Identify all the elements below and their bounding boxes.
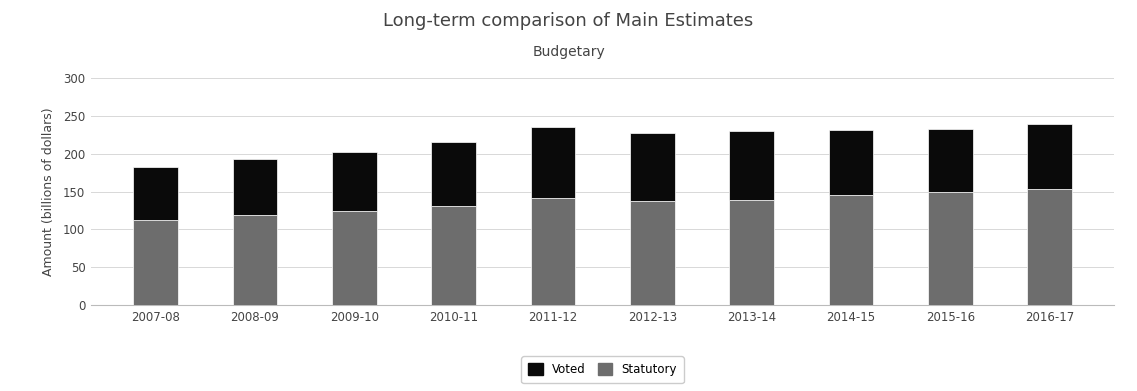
Bar [829, 196, 873, 305]
Text: Long-term comparison of Main Estimates: Long-term comparison of Main Estimates [383, 12, 754, 30]
Bar [1028, 189, 1072, 305]
Bar [729, 131, 774, 200]
Bar [431, 206, 476, 305]
Bar [233, 215, 277, 305]
Y-axis label: Amount (billions of dollars): Amount (billions of dollars) [42, 107, 55, 276]
Bar [928, 192, 972, 305]
Bar [829, 130, 873, 196]
Bar [630, 133, 674, 201]
Bar [233, 159, 277, 215]
Bar [531, 198, 575, 305]
Bar [531, 127, 575, 198]
Bar [133, 167, 177, 220]
Bar [630, 201, 674, 305]
Bar [332, 211, 376, 305]
Bar [133, 220, 177, 305]
Legend: Voted, Statutory: Voted, Statutory [522, 356, 683, 384]
Bar [729, 200, 774, 305]
Bar [332, 152, 376, 211]
Bar [1028, 124, 1072, 189]
Bar [928, 129, 972, 192]
Bar [431, 142, 476, 206]
Text: Budgetary: Budgetary [532, 45, 605, 59]
